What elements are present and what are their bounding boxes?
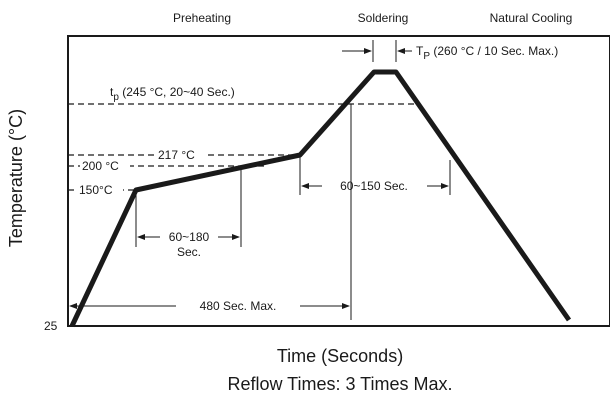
arrow-left-icon [69, 303, 77, 309]
temp-150-label: 150°C [79, 183, 113, 197]
y-axis-start-label: 25 [44, 319, 58, 333]
total-time-label: 480 Sec. Max. [200, 299, 277, 313]
liquidus-time-label: 60~150 Sec. [340, 179, 408, 193]
peak-temp-label: TP (260 °C / 10 Sec. Max.) [416, 44, 558, 62]
preheat-time-unit: Sec. [177, 245, 201, 259]
temp-217-label: 217 °C [158, 148, 195, 162]
arrow-left-icon [301, 183, 309, 189]
plot-frame [67, 35, 610, 327]
y-axis-label: Temperature (°C) [6, 109, 26, 247]
phase-soldering: Soldering [358, 11, 409, 25]
phase-natural-cooling: Natural Cooling [490, 11, 573, 25]
arrow-right-icon [364, 48, 372, 54]
preheat-time-label: 60~180 [169, 230, 210, 244]
arrow-right-icon [441, 183, 449, 189]
reflow-profile-curve [69, 69, 572, 328]
temp-200-label: 200 °C [82, 159, 119, 173]
tp-245-label: tp (245 °C, 20~40 Sec.) [110, 85, 235, 103]
arrow-right-icon [342, 303, 350, 309]
arrow-left-icon [137, 234, 145, 240]
phase-preheating: Preheating [173, 11, 231, 25]
arrow-right-icon [232, 234, 240, 240]
arrow-left-icon [397, 48, 405, 54]
footer-note: Reflow Times: 3 Times Max. [227, 374, 452, 394]
x-axis-label: Time (Seconds) [277, 346, 403, 366]
